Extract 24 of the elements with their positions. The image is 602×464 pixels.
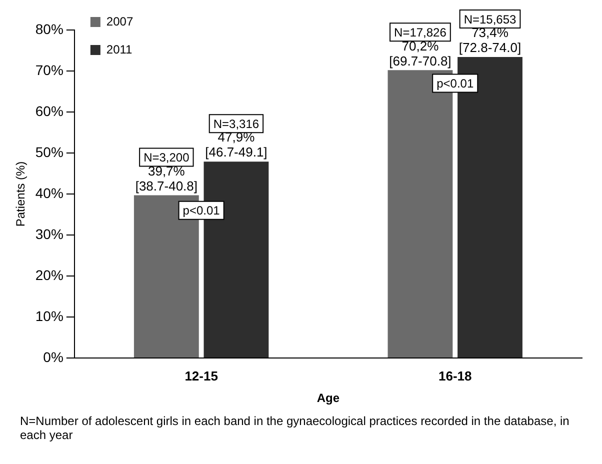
x-axis-title: Age [316,391,340,406]
text: N=Number of adolescent girls in each band in the gynaecological practices recorded in the database, in each year [19,413,570,442]
y-axis-title: Patients (%) [14,161,28,227]
annotation: p<0.01 [182,204,220,218]
y-tick-label: 10% [35,308,64,324]
x-tick-label: 16-18 [438,368,472,384]
data-label: 70,2% [69.7-70.8] [389,38,452,68]
y-tick-label: 70% [35,62,64,78]
annotation: N=17,826 [394,25,447,40]
y-tick-label: 40% [35,184,64,201]
text: N=15,653 [464,12,517,26]
y-tick-label: 30% [35,226,64,242]
y-tick-label: 0% [43,348,64,365]
legend-label: 2007 [106,14,134,28]
y-tick-label: 20% [35,266,64,283]
annotation: p<0.01 [436,76,474,91]
y-tick-label: 50% [35,144,64,160]
y-tick-label: 80% [35,20,64,37]
data-label: 39,7% [38.7-40.8] [135,163,198,194]
annotation: N=3,200 [144,150,190,165]
legend-label: 2011 [106,42,133,56]
annotation: N=3,316 [213,116,260,131]
y-tick-label: 60% [35,102,64,119]
x-tick-label: 12-15 [184,368,218,384]
